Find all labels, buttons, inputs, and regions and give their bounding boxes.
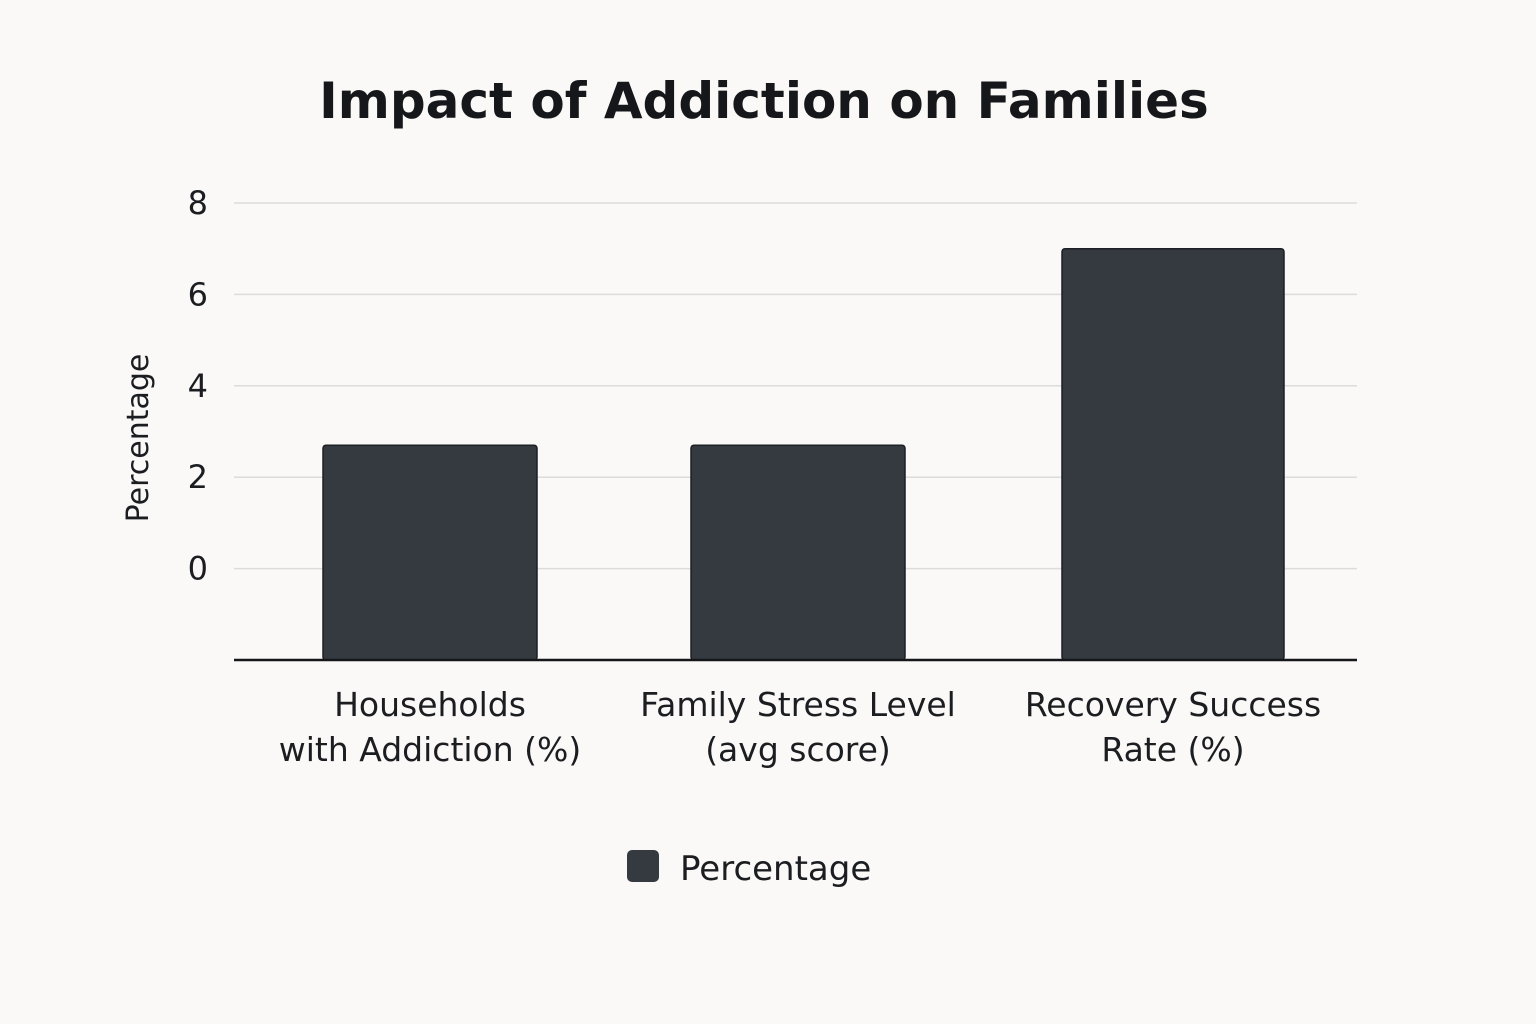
x-tick-label: Family Stress Level <box>640 685 956 724</box>
category-labels: Households with Addiction (%) Family Stres… <box>279 685 1321 769</box>
y-tick-label: 4 <box>188 367 208 405</box>
bar <box>322 444 538 661</box>
y-axis-ticks: 0 2 4 6 8 <box>188 184 208 588</box>
x-tick-label: (avg score) <box>705 730 891 769</box>
bars <box>322 247 1285 661</box>
legend-label-percentage: Percentage <box>680 849 871 889</box>
y-tick-label: 8 <box>188 184 208 222</box>
y-tick-label: 2 <box>188 458 208 496</box>
legend-swatch-percentage <box>627 850 659 882</box>
x-tick-label: Households <box>334 685 526 724</box>
y-tick-label: 0 <box>188 550 208 588</box>
bar <box>1061 247 1285 661</box>
x-tick-label: Rate (%) <box>1101 730 1244 769</box>
y-axis-label: Percentage <box>121 354 156 523</box>
bar <box>690 444 906 661</box>
y-tick-label: 6 <box>188 275 208 313</box>
chart-title: Impact of Addiction on Families <box>319 72 1209 130</box>
legend: Percentage <box>627 849 871 889</box>
x-tick-label: with Addiction (%) <box>279 730 582 769</box>
x-tick-label: Recovery Success <box>1025 685 1321 724</box>
